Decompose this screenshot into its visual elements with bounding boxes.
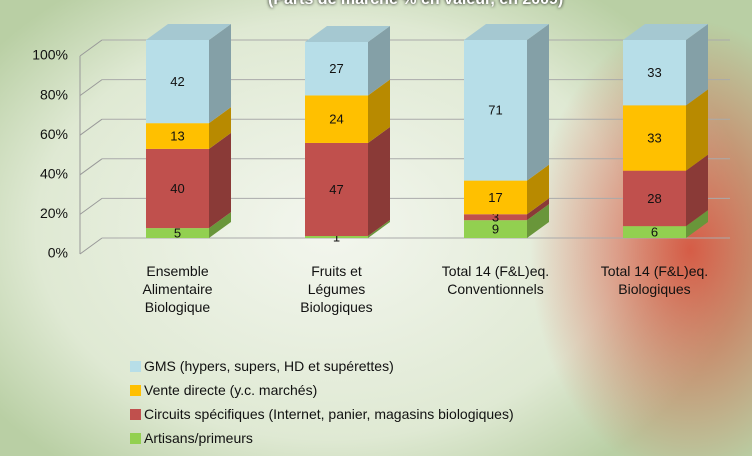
data-label: 28: [647, 191, 661, 206]
data-label: 6: [651, 224, 658, 239]
bar-side: [527, 24, 549, 181]
y-tick-label: 0%: [48, 245, 68, 261]
data-label: 17: [488, 190, 502, 205]
grid-line: [80, 119, 102, 135]
bar-side: [368, 127, 390, 236]
legend-label: Circuits spécifiques (Internet, panier, …: [144, 406, 514, 422]
legend-label: GMS (hypers, supers, HD et supérettes): [144, 358, 394, 374]
legend-item: GMS (hypers, supers, HD et supérettes): [130, 358, 394, 374]
data-label: 42: [170, 74, 184, 89]
bar-side: [209, 24, 231, 123]
x-tick-label: Total 14 (F&L)eq. Biologiques: [580, 262, 730, 298]
y-tick-label: 60%: [40, 126, 68, 142]
legend-swatch: [130, 433, 141, 444]
chart-title: (Parts de marché % en valeur, en 2009): [268, 0, 563, 9]
y-tick-label: 80%: [40, 86, 68, 102]
x-tick-label: Total 14 (F&L)eq. Conventionnels: [421, 262, 571, 298]
grid-line: [80, 159, 102, 175]
data-label: 47: [329, 182, 343, 197]
bar-side: [209, 133, 231, 228]
data-label: 33: [647, 65, 661, 80]
data-label: 24: [329, 112, 343, 127]
legend-item: Circuits spécifiques (Internet, panier, …: [130, 406, 514, 422]
x-tick-label: Fruits et Légumes Biologiques: [262, 262, 412, 316]
data-label: 71: [488, 103, 502, 118]
chart-page: 0%20%40%60%80%100%5401342147242793177162…: [0, 0, 752, 456]
legend-item: Artisans/primeurs: [130, 430, 253, 446]
data-label: 27: [329, 61, 343, 76]
legend-label: Artisans/primeurs: [144, 430, 253, 446]
y-tick-label: 20%: [40, 205, 68, 221]
data-label: 13: [170, 128, 184, 143]
legend-item: Vente directe (y.c. marchés): [130, 382, 317, 398]
chart: 0%20%40%60%80%100%5401342147242793177162…: [0, 0, 752, 456]
grid-line: [80, 198, 102, 214]
data-label: 33: [647, 130, 661, 145]
grid-line: [80, 80, 102, 96]
y-tick-label: 40%: [40, 166, 68, 182]
legend-swatch: [130, 385, 141, 396]
grid-line: [80, 238, 102, 254]
grid-line: [80, 40, 102, 56]
legend-swatch: [130, 361, 141, 372]
legend-label: Vente directe (y.c. marchés): [144, 382, 317, 398]
data-label: 40: [170, 181, 184, 196]
legend-swatch: [130, 409, 141, 420]
x-tick-label: Ensemble Alimentaire Biologique: [103, 262, 253, 316]
y-tick-label: 100%: [32, 47, 68, 63]
